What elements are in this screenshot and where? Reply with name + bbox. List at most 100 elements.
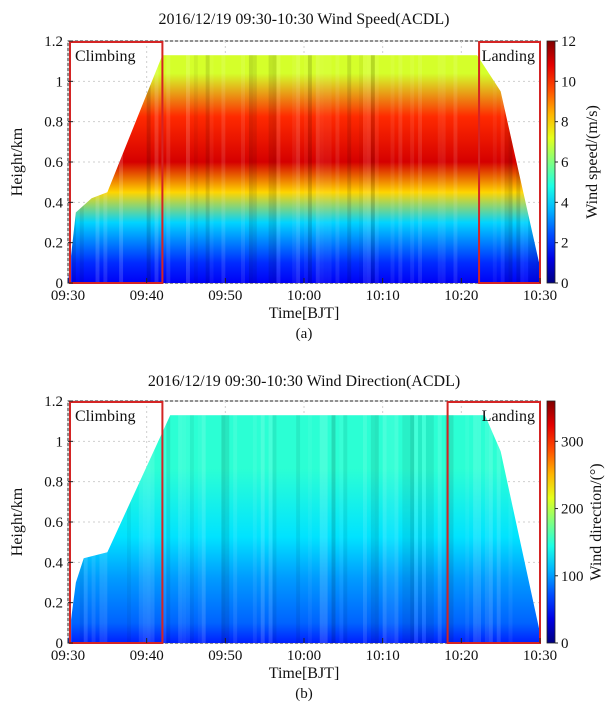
- heatmap-streak: [241, 55, 245, 283]
- chart-title: 2016/12/19 09:30-10:30 Wind Speed(ACDL): [158, 11, 449, 28]
- y-tick-label: 0.4: [44, 195, 63, 211]
- colorbar: [546, 400, 556, 644]
- heatmap-streak: [402, 415, 407, 643]
- heatmap-streak: [347, 55, 352, 283]
- heatmap-streak: [209, 55, 214, 283]
- heatmap-streak: [414, 415, 419, 643]
- heatmap-streak: [150, 415, 155, 643]
- heatmap-streak: [292, 55, 297, 283]
- heatmap-streak: [276, 55, 281, 283]
- x-tick-label: 10:00: [287, 648, 321, 664]
- heatmap-streak: [205, 55, 210, 283]
- heatmap-streak: [296, 55, 301, 283]
- colorbar-label: Wind speed/(m/s): [584, 105, 601, 219]
- heatmap-streak: [339, 415, 344, 643]
- heatmap-streak: [504, 55, 509, 283]
- y-tick-label: 1.2: [44, 394, 63, 410]
- wind-speed-panel: 2016/12/19 09:30-10:30 Wind Speed(ACDL) C…: [9, 11, 601, 342]
- y-axis-label: Height/km: [9, 127, 26, 196]
- heatmap-streak: [296, 415, 301, 643]
- heatmap-streak: [233, 415, 238, 643]
- heatmap-streak: [323, 415, 328, 643]
- y-tick-label: 0.8: [44, 115, 63, 131]
- colorbar-label: Wind direction/(°): [588, 463, 605, 580]
- heatmap-streak: [119, 55, 124, 283]
- heatmap-streak: [307, 415, 312, 643]
- heatmap-streak: [484, 415, 489, 643]
- heatmap-streak: [496, 415, 501, 643]
- y-tick-label: 0: [56, 276, 64, 292]
- heatmap-streak: [410, 55, 415, 283]
- heatmap-streak: [453, 55, 458, 283]
- heatmap-streak: [327, 55, 332, 283]
- heatmap-streak: [127, 415, 131, 643]
- colorbar-tick-label: 10: [561, 74, 576, 90]
- colorbar-tick-label: 6: [561, 155, 569, 171]
- heatmap-streak: [252, 55, 257, 283]
- heatmap-streak: [178, 415, 183, 643]
- heatmap-streak: [370, 415, 375, 643]
- heatmap-streak: [386, 415, 391, 643]
- annotation-label: Landing: [482, 408, 535, 425]
- x-tick-label: 10:10: [366, 288, 400, 304]
- heatmap-streak: [418, 415, 422, 643]
- heatmap-streak: [370, 55, 375, 283]
- heatmap-streak: [335, 55, 340, 283]
- heatmap-streak: [189, 415, 194, 643]
- heatmap-streak: [441, 55, 446, 283]
- wind-direction-chart: 2016/12/19 09:30-10:30 Wind Direction(AC…: [9, 373, 605, 702]
- heatmap-streak: [331, 415, 336, 643]
- colorbar-tick-label: 0: [561, 636, 569, 652]
- heatmap-streak: [425, 415, 430, 643]
- heatmap-streak: [500, 55, 505, 283]
- heatmap-streak: [260, 415, 265, 643]
- heatmap-streak: [473, 415, 478, 643]
- annotation-label: Climbing: [75, 408, 135, 425]
- x-tick-label: 09:40: [130, 288, 164, 304]
- y-axis-label: Height/km: [9, 487, 26, 556]
- heatmap-streak: [142, 415, 147, 643]
- y-tick-label: 0.8: [44, 475, 63, 491]
- annotation-label: Landing: [482, 48, 535, 65]
- x-tick-label: 10:30: [523, 648, 557, 664]
- heatmap-streak: [406, 415, 411, 643]
- heatmap-streak: [268, 55, 273, 283]
- heatmap-streak: [359, 55, 363, 283]
- annotation-box: [478, 41, 542, 284]
- y-tick-label: 1.2: [44, 34, 63, 50]
- heatmap-streak: [410, 415, 415, 643]
- heatmap-streak: [138, 415, 143, 643]
- heatmap-streak: [186, 55, 190, 283]
- colorbar-tick-label: 0: [561, 276, 569, 292]
- heatmap-streak: [162, 415, 167, 643]
- heatmap-streak: [146, 55, 151, 283]
- heatmap-streak: [366, 55, 371, 283]
- x-tick-label: 10:20: [444, 648, 478, 664]
- heatmap-streak: [272, 415, 277, 643]
- heatmap-streak: [508, 415, 513, 643]
- y-tick-label: 0.6: [44, 155, 63, 171]
- heatmap-streak: [197, 415, 202, 643]
- x-tick-label: 09:50: [208, 648, 242, 664]
- heatmap-streak: [492, 55, 497, 283]
- colorbar-tick-label: 4: [561, 195, 569, 211]
- heatmap-streak: [390, 55, 395, 283]
- heatmap-streak: [319, 415, 324, 643]
- heatmap-streak: [508, 55, 513, 283]
- heatmap-streak: [225, 415, 230, 643]
- heatmap-streak: [221, 55, 226, 283]
- annotation-label: Climbing: [75, 48, 135, 65]
- heatmap-streak: [323, 55, 328, 283]
- heatmap-streak: [186, 415, 190, 643]
- heatmap-streak: [398, 55, 403, 283]
- colorbar-tick-label: 300: [561, 434, 584, 450]
- heatmap-streak: [488, 415, 493, 643]
- colorbar-tick-label: 100: [561, 569, 584, 585]
- x-tick-label: 09:30: [51, 288, 85, 304]
- heatmap-streak: [390, 415, 395, 643]
- wind-direction-panel: 2016/12/19 09:30-10:30 Wind Direction(AC…: [0, 362, 611, 714]
- colorbar-tick-label: 12: [561, 34, 576, 50]
- heatmap-streak: [146, 415, 151, 643]
- heatmap-streak: [193, 55, 198, 283]
- heatmap-streak: [422, 415, 426, 643]
